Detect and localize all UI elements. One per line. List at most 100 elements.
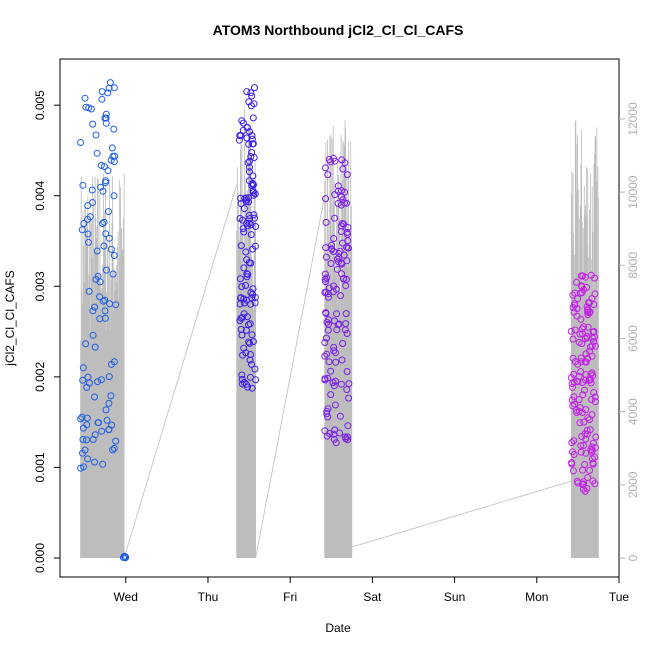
data-point xyxy=(243,134,251,142)
data-point xyxy=(591,342,599,350)
data-point xyxy=(569,291,577,299)
data-point xyxy=(102,406,110,414)
y-tick-label: 0.001 xyxy=(33,452,47,482)
data-point xyxy=(331,214,339,222)
data-point xyxy=(587,271,595,279)
y-axis: 0.000 0.001 0.002 0.003 0.004 0.005 xyxy=(33,90,60,573)
data-point xyxy=(583,303,591,311)
data-point xyxy=(577,354,585,362)
data-point xyxy=(587,379,595,387)
data-point xyxy=(590,338,598,346)
altitude-line xyxy=(324,120,353,559)
data-point xyxy=(567,327,575,335)
data-point xyxy=(246,356,254,364)
x-tick-label: Mon xyxy=(525,590,548,604)
data-point xyxy=(242,196,250,204)
data-point xyxy=(344,244,352,252)
data-point xyxy=(569,467,577,475)
data-point xyxy=(344,422,352,430)
altitude-line xyxy=(351,480,572,548)
data-point xyxy=(91,343,99,351)
data-point xyxy=(249,180,257,188)
x-tick-label: Tue xyxy=(609,590,630,604)
data-point xyxy=(569,383,576,391)
data-point xyxy=(325,316,333,324)
data-point xyxy=(240,228,248,236)
data-point xyxy=(83,414,91,422)
data-point xyxy=(110,444,118,452)
x-tick-label: Sat xyxy=(363,590,382,604)
data-point xyxy=(249,189,257,197)
data-point xyxy=(586,426,594,434)
data-point xyxy=(246,373,254,381)
data-point xyxy=(586,308,594,316)
y-axis-label: jCl2_Cl_Cl_CAFS xyxy=(3,270,17,366)
points-layer xyxy=(77,79,600,562)
data-point xyxy=(589,328,597,336)
data-point xyxy=(100,218,108,226)
data-point xyxy=(250,191,258,199)
data-point xyxy=(580,418,588,426)
data-point xyxy=(89,120,97,128)
data-point xyxy=(327,367,335,375)
data-point xyxy=(341,159,349,167)
data-point xyxy=(100,242,108,250)
data-point xyxy=(101,307,109,315)
data-point xyxy=(91,393,98,401)
data-point xyxy=(337,222,345,230)
data-point xyxy=(92,131,100,139)
data-point xyxy=(579,466,587,474)
data-point xyxy=(89,199,96,206)
data-point xyxy=(588,455,596,463)
y2-tick-label: 12000 xyxy=(626,102,640,136)
data-point xyxy=(99,220,106,227)
data-point xyxy=(247,89,255,97)
data-point xyxy=(238,371,246,379)
data-point xyxy=(591,333,599,341)
data-point xyxy=(343,330,351,337)
data-point xyxy=(579,330,586,338)
data-point xyxy=(575,396,583,404)
data-point xyxy=(89,307,97,315)
data-point xyxy=(577,368,585,376)
data-point xyxy=(592,433,600,441)
data-point xyxy=(249,172,257,180)
data-point xyxy=(121,553,129,561)
data-point xyxy=(102,266,110,274)
data-point xyxy=(321,339,329,346)
data-point xyxy=(104,89,112,97)
data-point xyxy=(589,372,597,380)
data-point xyxy=(333,310,341,318)
data-point xyxy=(105,426,113,433)
data-point xyxy=(591,480,599,488)
data-point xyxy=(330,343,338,351)
data-point xyxy=(324,171,332,179)
y2-tick-label: 2000 xyxy=(626,471,640,498)
plot-area-border xyxy=(59,58,620,578)
data-point xyxy=(582,376,590,384)
data-point xyxy=(584,414,592,422)
data-point xyxy=(576,330,584,338)
data-point xyxy=(589,460,597,468)
y2-tick-label: 4000 xyxy=(626,398,640,425)
data-point xyxy=(248,182,256,190)
data-point xyxy=(250,211,258,219)
data-point xyxy=(580,323,588,331)
data-point xyxy=(586,343,594,351)
data-point xyxy=(330,347,338,355)
data-point xyxy=(97,376,105,384)
data-point xyxy=(245,140,253,148)
data-point xyxy=(579,485,587,493)
data-point xyxy=(330,435,338,443)
data-point xyxy=(323,410,331,418)
data-point xyxy=(340,275,348,282)
data-point xyxy=(91,458,99,466)
x-axis-label: Date xyxy=(325,621,351,635)
data-point xyxy=(332,358,340,366)
data-point xyxy=(85,287,93,295)
data-point xyxy=(244,383,252,391)
data-point xyxy=(325,284,333,292)
y-tick-label: 0.000 xyxy=(33,543,47,573)
data-point xyxy=(83,421,91,429)
data-point xyxy=(322,218,330,226)
